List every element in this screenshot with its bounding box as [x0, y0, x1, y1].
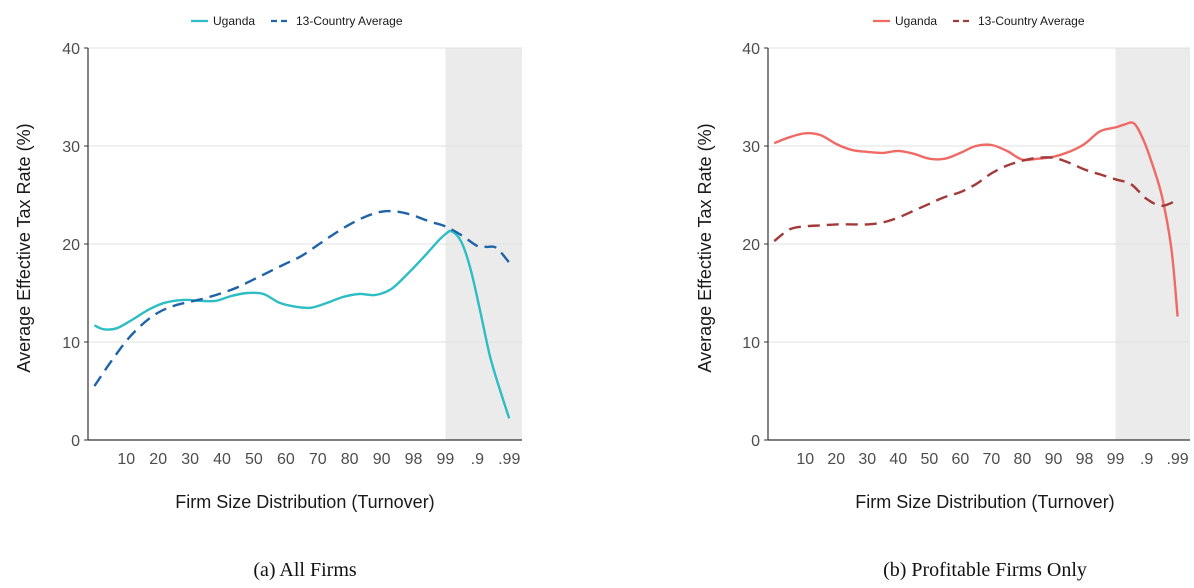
panel-b-x-tick-label: 50: [920, 451, 938, 468]
panel-b-x-tick-label: 10: [796, 451, 814, 468]
panel-a-y-tick-label: 0: [71, 433, 80, 450]
panel-a: Uganda 13-Country Average Average Effect…: [14, 14, 522, 581]
panel-b-x-tick-label: 40: [889, 451, 907, 468]
panel-b-x-tick-label: 60: [951, 451, 969, 468]
panel-a-y-tick-label: 10: [62, 335, 80, 352]
panel-a-legend-uganda-label: Uganda: [213, 14, 255, 28]
panel-a-x-tick-label: 20: [149, 451, 167, 468]
panel-b-y-tick-label: 0: [751, 433, 760, 450]
panel-b-x-tick-label: 70: [983, 451, 1001, 468]
panel-b-x-tick-label: 80: [1014, 451, 1032, 468]
panel-a-y-tick-label: 30: [62, 139, 80, 156]
panel-b-y-tick-label: 30: [742, 139, 760, 156]
panel-b-y-axis-title: Average Effective Tax Rate (%): [695, 123, 715, 372]
panel-b-x-tick-label: .9: [1140, 451, 1153, 468]
panel-b-x-tick-label: 90: [1045, 451, 1063, 468]
panel-a-legend-average-label: 13-Country Average: [296, 14, 403, 28]
panel-a-x-tick-label: .9: [471, 451, 484, 468]
panel-a-series-uganda-line: [93, 229, 511, 419]
panel-b-x-axis-title: Firm Size Distribution (Turnover): [855, 492, 1114, 512]
panel-a-plot-area: 0 10 20 30 40 10 20 30 40 50 60 70 80 90 98 99 .9 .99: [62, 41, 522, 468]
panel-b-x-tick-label: 98: [1076, 451, 1094, 468]
panel-a-x-tick-label: 60: [277, 451, 295, 468]
panel-a-x-tick-label: 40: [213, 451, 231, 468]
panel-b-legend-uganda-label: Uganda: [895, 14, 937, 28]
panel-b-x-tick-label: 20: [827, 451, 845, 468]
panel-b-y-tick-label: 10: [742, 335, 760, 352]
panel-a-x-tick-label: 10: [117, 451, 135, 468]
panel-a-legend: Uganda 13-Country Average: [191, 14, 403, 28]
panel-a-x-axis-title: Firm Size Distribution (Turnover): [175, 492, 434, 512]
panel-a-y-axis-title: Average Effective Tax Rate (%): [14, 123, 34, 372]
panel-b-legend-average-label: 13-Country Average: [978, 14, 1085, 28]
panel-a-caption: (a) All Firms: [253, 559, 357, 581]
panel-b-series-uganda-line: [773, 121, 1179, 317]
panel-b-y-tick-label: 40: [742, 41, 760, 58]
panel-a-x-tick-label: 90: [373, 451, 391, 468]
panel-b-caption: (b) Profitable Firms Only: [883, 559, 1087, 581]
panel-b-plot-area: 0 10 20 30 40 10 20 30 40 50 60 70 80 90 98 99 .9 .99: [742, 41, 1190, 468]
panel-a-x-tick-label: 80: [341, 451, 359, 468]
panel-b-series-average-line: [773, 156, 1179, 243]
panel-b-legend: Uganda 13-Country Average: [873, 14, 1085, 28]
panel-b-x-tick-label: .99: [1166, 451, 1188, 468]
panel-a-x-tick-label: 50: [245, 451, 263, 468]
panel-a-y-tick-label: 20: [62, 237, 80, 254]
panel-b: Uganda 13-Country Average Average Effect…: [695, 14, 1190, 581]
panel-a-x-tick-label: .99: [498, 451, 520, 468]
panel-b-x-tick-label: 99: [1107, 451, 1125, 468]
panel-a-series-average-line: [93, 209, 511, 387]
panel-a-x-tick-label: 70: [309, 451, 327, 468]
panel-b-x-tick-label: 30: [858, 451, 876, 468]
panel-a-x-tick-label: 98: [405, 451, 423, 468]
panel-a-x-tick-label: 99: [437, 451, 455, 468]
panel-a-x-tick-label: 30: [181, 451, 199, 468]
panel-b-y-tick-label: 20: [742, 237, 760, 254]
panel-a-y-tick-label: 40: [62, 41, 80, 58]
